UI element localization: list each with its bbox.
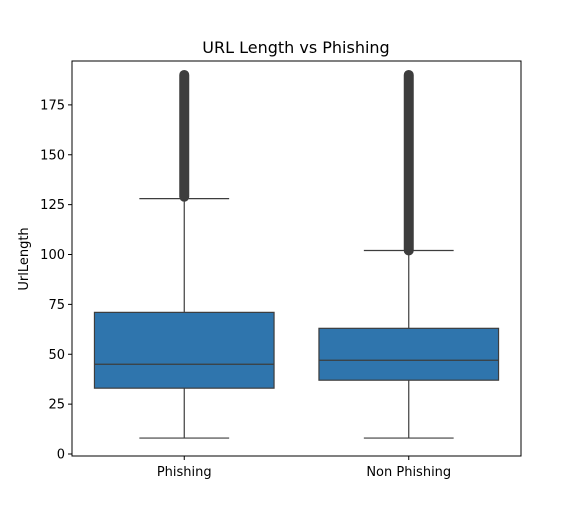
y-tick-label: 150 <box>40 148 65 163</box>
iqr-box <box>318 327 500 381</box>
y-tick-label: 0 <box>57 448 65 463</box>
y-axis-label: UrlLength <box>17 227 32 290</box>
plot-frame <box>71 60 522 457</box>
plot-area: 0 25 50 75 100 125 150 175 Phishing Non Phishing <box>40 69 500 480</box>
y-tick-label: 50 <box>48 348 65 363</box>
y-tick-label: 125 <box>40 198 65 213</box>
y-tick-label: 75 <box>48 298 65 313</box>
y-tick-label: 175 <box>40 98 65 113</box>
iqr-box <box>93 311 275 389</box>
chart-title: URL Length vs Phishing <box>202 38 389 57</box>
y-tick-label: 100 <box>40 248 65 263</box>
y-tick-label: 25 <box>48 398 65 413</box>
x-tick-label: Phishing <box>157 465 212 480</box>
x-tick-label: Non Phishing <box>366 465 451 480</box>
